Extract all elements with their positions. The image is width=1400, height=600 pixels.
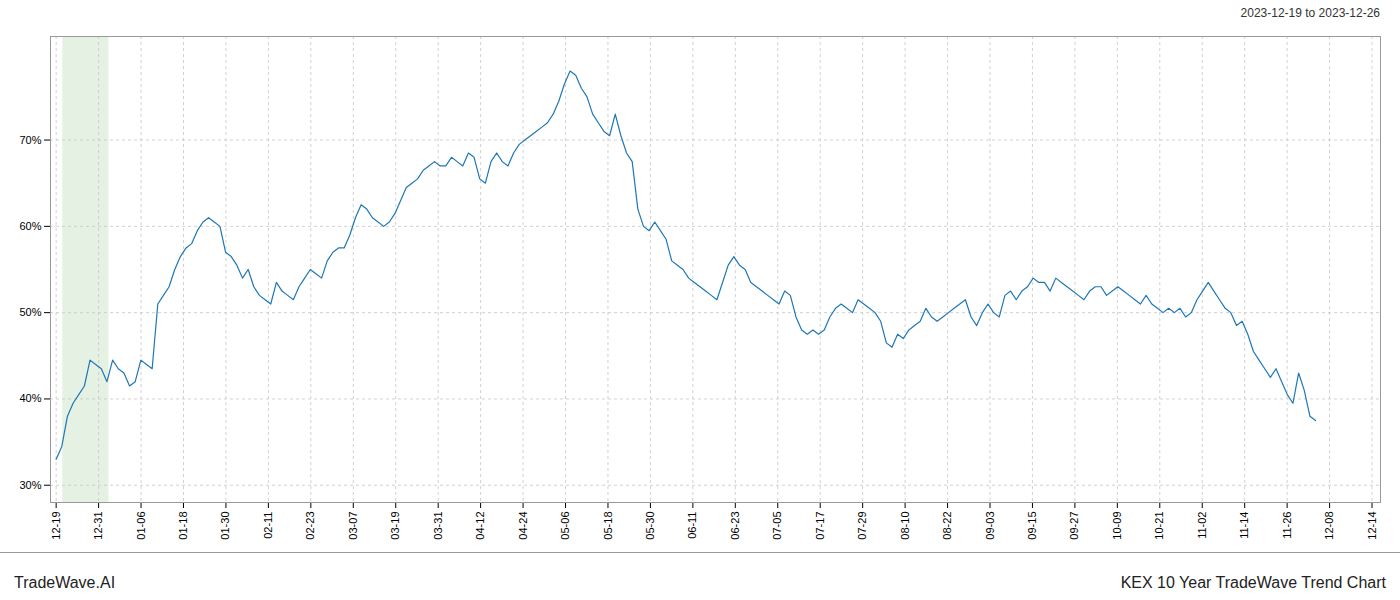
svg-text:04-12: 04-12	[474, 512, 486, 540]
svg-text:08-10: 08-10	[899, 512, 911, 540]
svg-text:12-08: 12-08	[1323, 512, 1335, 540]
svg-text:09-27: 09-27	[1068, 512, 1080, 540]
svg-text:10-09: 10-09	[1111, 512, 1123, 540]
svg-text:02-11: 02-11	[262, 512, 274, 539]
svg-text:06-23: 06-23	[729, 512, 741, 540]
svg-text:10-21: 10-21	[1153, 512, 1165, 540]
svg-text:11-02: 11-02	[1196, 512, 1208, 539]
svg-text:03-07: 03-07	[347, 512, 359, 540]
svg-text:12-14: 12-14	[1366, 512, 1378, 540]
svg-text:30%: 30%	[19, 479, 41, 491]
svg-text:05-18: 05-18	[601, 512, 613, 540]
svg-text:07-05: 07-05	[771, 512, 783, 540]
svg-text:09-15: 09-15	[1026, 512, 1038, 540]
svg-text:11-14: 11-14	[1238, 512, 1250, 539]
html-text:2023-12-19 to 2023-12-26: 2023-12-19 to 2023-12-26	[1240, 6, 1380, 20]
svg-text:11-26: 11-26	[1281, 512, 1293, 539]
svg-text:07-17: 07-17	[814, 512, 826, 540]
svg-text:70%: 70%	[19, 134, 41, 146]
svg-text:08-22: 08-22	[941, 512, 953, 540]
svg-text:09-03: 09-03	[984, 512, 996, 540]
svg-text:50%: 50%	[19, 306, 41, 318]
svg-text:03-19: 03-19	[389, 512, 401, 540]
svg-text:12-31: 12-31	[92, 512, 104, 540]
svg-text:01-18: 01-18	[177, 512, 189, 540]
svg-text:03-31: 03-31	[432, 512, 444, 540]
svg-text:01-30: 01-30	[219, 512, 231, 540]
svg-text:07-29: 07-29	[856, 512, 868, 540]
svg-text:40%: 40%	[19, 392, 41, 404]
svg-text:01-06: 01-06	[135, 512, 147, 540]
html-text:KEX 10 Year TradeWave Trend Ch: KEX 10 Year TradeWave Trend Chart	[1120, 574, 1386, 591]
html-text:TradeWave.AI: TradeWave.AI	[14, 574, 116, 591]
svg-text:04-24: 04-24	[517, 512, 529, 540]
svg-text:02-23: 02-23	[304, 512, 316, 540]
svg-text:05-30: 05-30	[644, 512, 656, 540]
svg-text:60%: 60%	[19, 220, 41, 232]
svg-text:05-06: 05-06	[559, 512, 571, 540]
svg-text:12-19: 12-19	[50, 512, 62, 540]
svg-text:06-11: 06-11	[686, 512, 698, 539]
